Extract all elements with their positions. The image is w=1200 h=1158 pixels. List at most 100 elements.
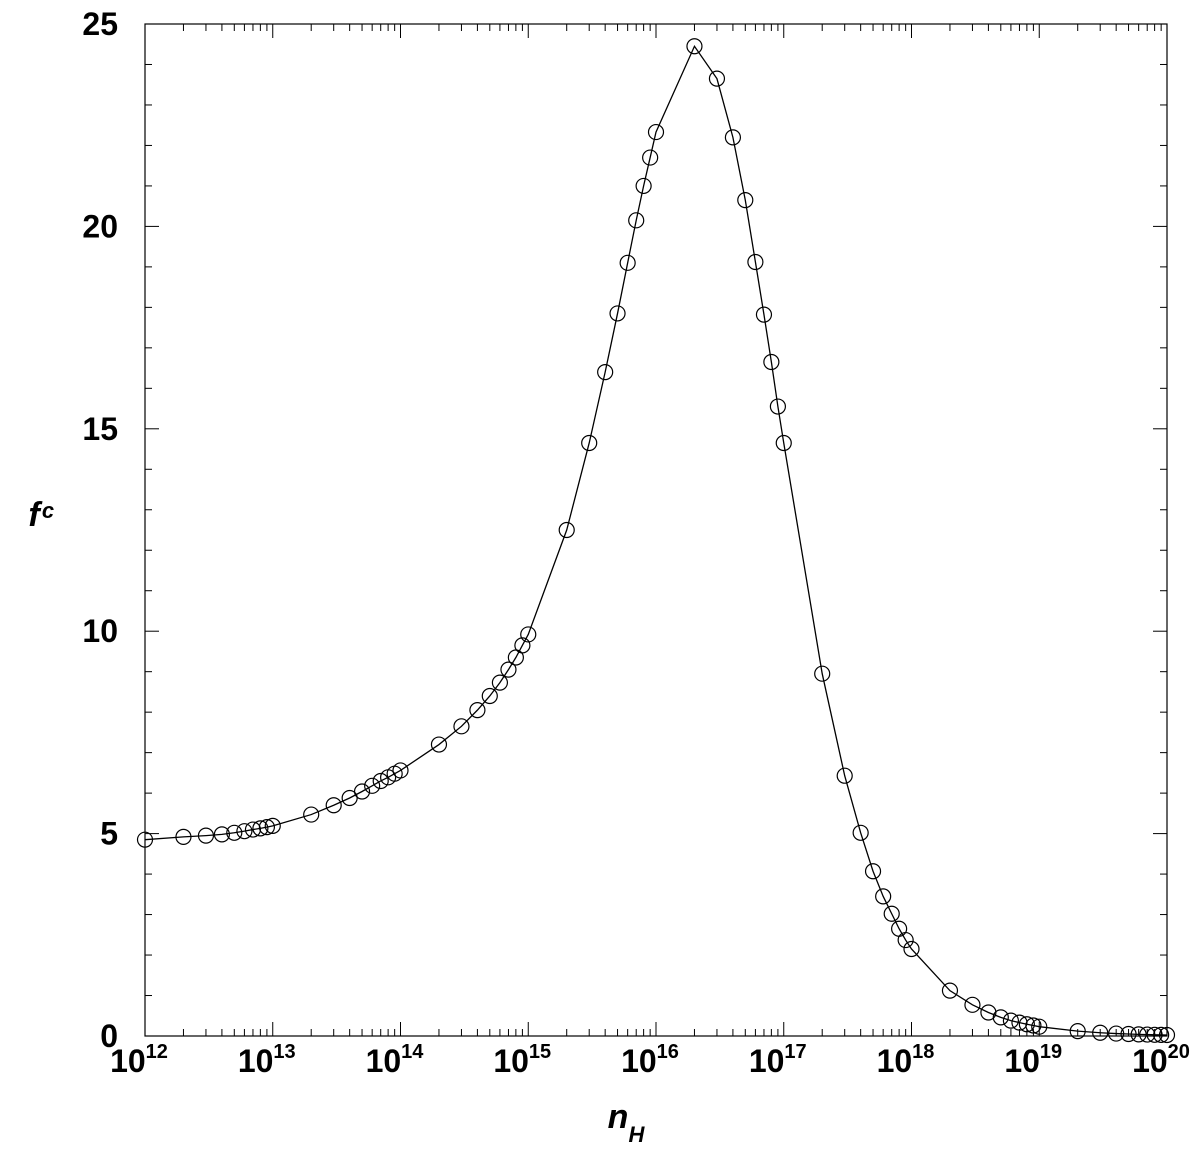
- x-tick-label: 1015: [493, 1041, 551, 1079]
- data-point: [686, 38, 703, 55]
- data-point: [136, 831, 154, 848]
- data-point: [558, 521, 575, 539]
- data-point: [469, 702, 486, 719]
- x-tick-label-base: 10: [749, 1043, 785, 1079]
- data-point: [775, 434, 792, 452]
- data-point: [597, 364, 614, 381]
- x-tick-label: 1017: [749, 1041, 807, 1079]
- data-point: [341, 789, 358, 807]
- data-point: [628, 212, 645, 229]
- x-tick-label-exp: 16: [657, 1041, 679, 1063]
- y-tick-label: 15: [82, 411, 118, 447]
- data-point: [1146, 1026, 1163, 1043]
- y-tick-label: 20: [82, 208, 118, 244]
- x-tick-label-base: 10: [110, 1043, 146, 1079]
- data-point: [619, 254, 636, 271]
- data-point: [258, 819, 275, 836]
- data-point: [364, 777, 381, 794]
- data-point: [964, 996, 981, 1013]
- x-tick-label-exp: 14: [401, 1041, 424, 1063]
- data-point: [647, 123, 665, 141]
- data-point: [1002, 1012, 1020, 1029]
- data-point: [1130, 1026, 1147, 1043]
- data-point: [520, 626, 537, 643]
- y-tick-label: 5: [100, 816, 118, 852]
- data-point: [514, 637, 531, 654]
- x-tick-label-exp: 20: [1168, 1041, 1190, 1063]
- data-point: [1018, 1016, 1035, 1033]
- x-tick-label-base: 10: [493, 1043, 529, 1079]
- data-point: [883, 905, 900, 922]
- data-point: [197, 827, 215, 844]
- y-tick-label: 0: [100, 1018, 118, 1054]
- tick-labels: 1012 1013 1014 1015 1016 1017 1018 1019 10200510…: [82, 6, 1190, 1079]
- data-point: [213, 826, 231, 843]
- data-point: [941, 982, 959, 999]
- y-axis-label: f: [28, 496, 43, 534]
- data-point: [897, 931, 914, 949]
- data-point: [769, 398, 787, 415]
- data-point: [372, 772, 389, 790]
- data-point: [609, 305, 626, 322]
- data-point: [1139, 1026, 1156, 1043]
- data-point: [1158, 1026, 1176, 1044]
- data-point: [852, 824, 869, 841]
- data-point: [392, 762, 409, 779]
- data-series: [136, 38, 1176, 1044]
- data-point: [303, 806, 320, 823]
- x-tick-label: 1016: [621, 1041, 679, 1079]
- x-tick-label-base: 10: [1132, 1043, 1168, 1079]
- x-tick-label-exp: 15: [529, 1041, 551, 1063]
- data-point: [353, 783, 371, 800]
- data-point: [875, 888, 892, 905]
- y-tick-label: 25: [82, 6, 118, 42]
- x-tick-label: 1019: [1004, 1041, 1062, 1079]
- data-point: [980, 1004, 997, 1021]
- x-tick-label-exp: 19: [1040, 1041, 1062, 1063]
- data-point: [747, 253, 764, 271]
- x-tick-label: 1013: [238, 1041, 296, 1079]
- y-axis-label-main: f: [28, 496, 43, 534]
- data-point: [1031, 1018, 1048, 1035]
- data-point: [430, 736, 448, 753]
- x-tick-label-exp: 17: [784, 1041, 806, 1063]
- data-point: [992, 1009, 1009, 1026]
- data-point: [1069, 1023, 1086, 1040]
- x-tick-label-base: 10: [238, 1043, 274, 1079]
- data-point: [724, 129, 742, 146]
- y-axis-label-sub: c: [42, 498, 54, 523]
- data-point: [903, 940, 920, 958]
- x-tick-label: 1012: [110, 1041, 168, 1079]
- data-point: [642, 149, 659, 166]
- data-point: [481, 687, 498, 705]
- data-point: [864, 863, 882, 880]
- data-point: [453, 718, 470, 735]
- data-point: [635, 177, 652, 195]
- x-tick-label-base: 10: [366, 1043, 402, 1079]
- data-point: [814, 665, 831, 682]
- x-tick-label: 1014: [366, 1041, 425, 1079]
- x-tick-label: 1020: [1132, 1041, 1190, 1079]
- data-point: [236, 823, 253, 840]
- data-point: [491, 674, 509, 691]
- x-tick-label-exp: 12: [146, 1041, 168, 1063]
- x-tick-label-base: 10: [621, 1043, 657, 1079]
- data-point: [264, 817, 281, 835]
- series-line: [144, 44, 1168, 1036]
- x-axis-label-sub: H: [628, 1122, 645, 1147]
- data-point: [755, 306, 773, 323]
- plot-frame: [144, 23, 1168, 1037]
- x-tick-label-exp: 18: [912, 1041, 934, 1063]
- data-point: [1092, 1024, 1109, 1041]
- data-point: [226, 824, 243, 841]
- x-axis-label-main: n: [608, 1098, 629, 1136]
- x-tick-label-base: 10: [1004, 1043, 1040, 1079]
- data-point: [1108, 1025, 1125, 1042]
- y-tick-label: 10: [82, 613, 118, 649]
- data-point: [325, 797, 342, 814]
- x-tick-label-exp: 13: [273, 1041, 295, 1063]
- x-tick-label: 1018: [877, 1041, 935, 1079]
- data-point: [244, 821, 262, 838]
- data-point: [1153, 1026, 1170, 1044]
